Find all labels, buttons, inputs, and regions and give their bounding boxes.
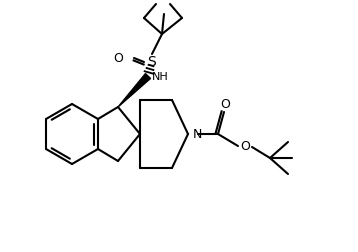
Text: S: S	[147, 55, 156, 69]
Text: O: O	[220, 98, 230, 110]
Polygon shape	[118, 74, 150, 107]
Text: O: O	[113, 51, 123, 65]
Text: N: N	[192, 128, 202, 141]
Text: O: O	[240, 141, 250, 153]
Text: NH: NH	[152, 72, 168, 82]
